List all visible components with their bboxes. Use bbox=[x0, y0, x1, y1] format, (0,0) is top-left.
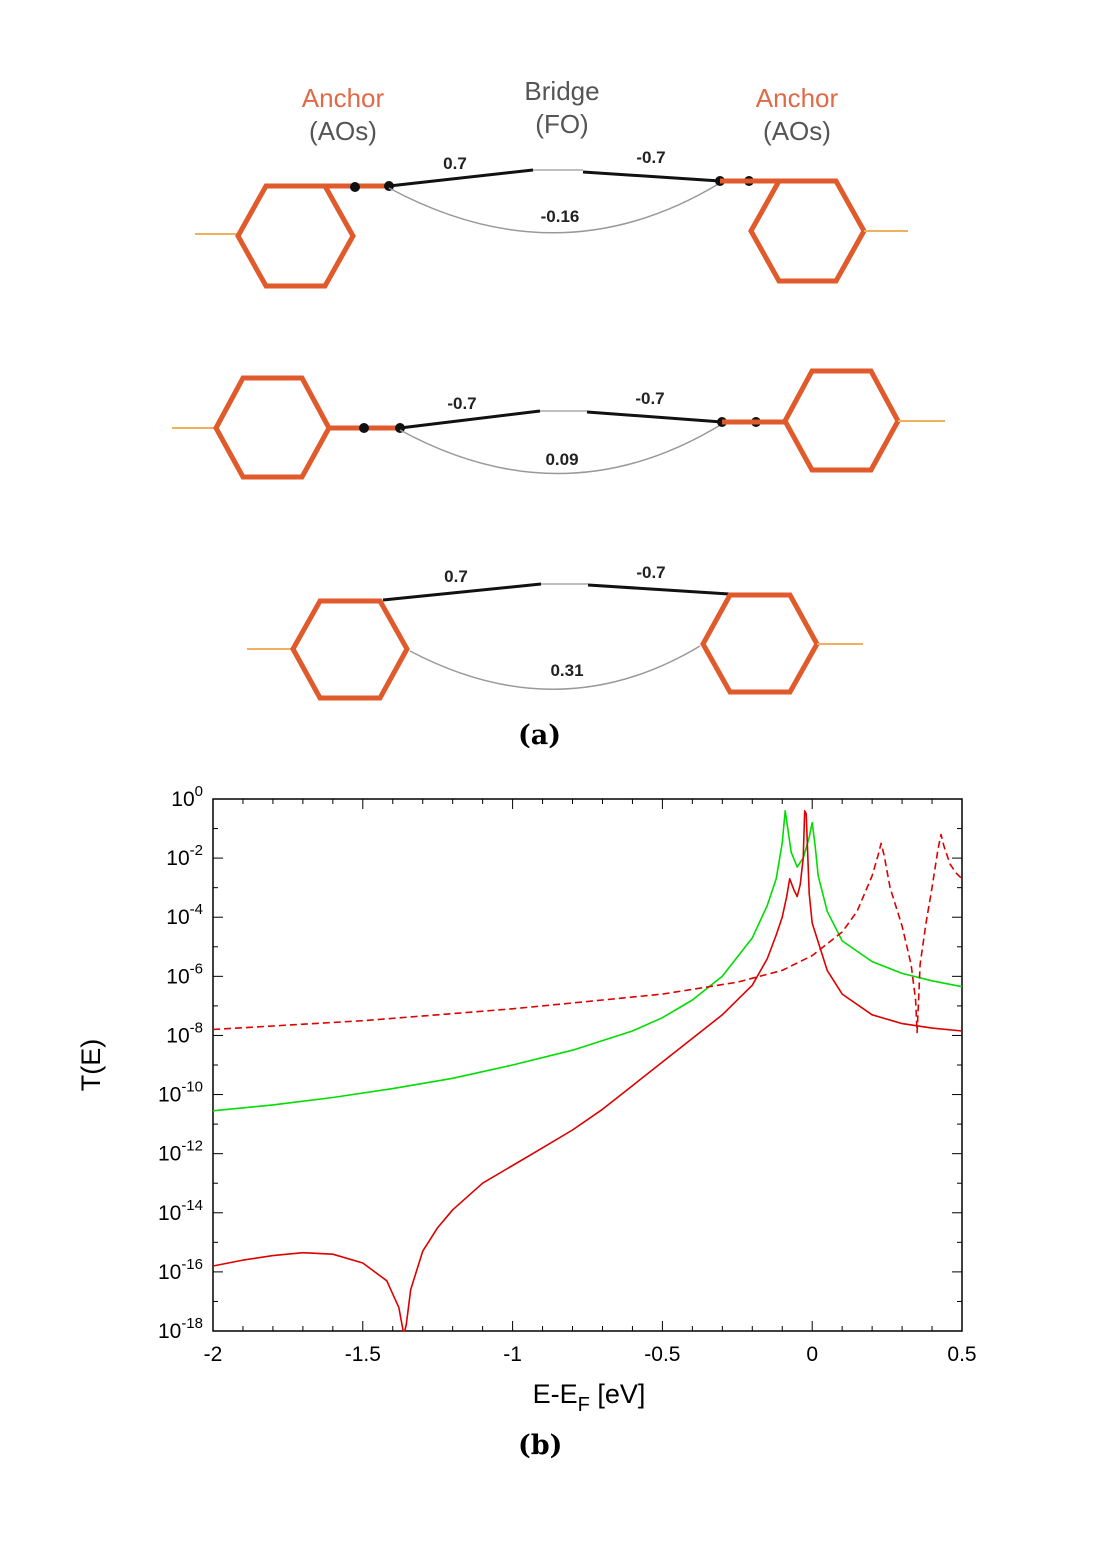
y-axis-label: T(E) bbox=[76, 1039, 106, 1091]
right-coupling-line bbox=[586, 410, 723, 424]
left-coupling-value: -0.7 bbox=[447, 394, 476, 413]
y-tick-base: 10 bbox=[166, 1024, 189, 1047]
through-coupling-value: 0.09 bbox=[545, 450, 578, 469]
through-space-arc bbox=[409, 645, 701, 690]
y-tick-label: 10-14 bbox=[158, 1197, 203, 1225]
bridge-label: Bridge bbox=[524, 76, 599, 106]
x-axis-label-sub: F bbox=[578, 1394, 590, 1416]
x-axis-label-main: E-E bbox=[533, 1379, 578, 1409]
x-tick-label: -1 bbox=[503, 1343, 522, 1366]
right-benzene-ring bbox=[700, 592, 820, 695]
x-axis-label: E-EF [eV] bbox=[533, 1379, 646, 1416]
through-space-arc bbox=[388, 182, 721, 234]
y-tick-base: 10 bbox=[166, 906, 189, 929]
schematic-row-2: -0.7 -0.7 0.09 bbox=[172, 368, 945, 480]
y-tick-exponent: -14 bbox=[181, 1197, 203, 1214]
schematic-row-3: 0.7 -0.7 0.31 bbox=[247, 563, 863, 701]
y-tick-base: 10 bbox=[158, 1320, 181, 1343]
left-coupling-line bbox=[388, 168, 534, 188]
y-tick-exponent: -2 bbox=[190, 842, 203, 859]
right-coupling-value: -0.7 bbox=[635, 389, 664, 408]
coupling-schematic: Anchor (AOs) Bridge (FO) Anchor (AOs) 0.… bbox=[172, 76, 945, 701]
y-tick-label: 10-8 bbox=[166, 1019, 203, 1047]
left-coupling-value: 0.7 bbox=[444, 567, 468, 586]
y-tick-label: 10-16 bbox=[158, 1256, 203, 1284]
y-tick-base: 10 bbox=[171, 788, 194, 811]
y-tick-base: 10 bbox=[158, 1261, 181, 1284]
right-benzene-ring bbox=[782, 368, 901, 473]
y-tick-exponent: 0 bbox=[195, 783, 203, 800]
y-tick-exponent: -16 bbox=[181, 1256, 203, 1273]
left-benzene-ring bbox=[235, 183, 356, 289]
y-tick-exponent: -6 bbox=[190, 960, 203, 977]
left-coupling-line bbox=[399, 409, 541, 430]
through-space-arc bbox=[399, 423, 723, 475]
left-coupling-line bbox=[382, 582, 542, 602]
x-tick-label: 0 bbox=[806, 1343, 818, 1366]
y-tick-exponent: -4 bbox=[190, 901, 203, 918]
panel-a-caption: (a) bbox=[518, 720, 562, 751]
y-tick-base: 10 bbox=[158, 1084, 181, 1107]
y-tick-label: 10-6 bbox=[166, 960, 203, 988]
x-tick-label: -2 bbox=[204, 1343, 223, 1366]
y-tick-exponent: -8 bbox=[190, 1019, 203, 1036]
right-coupling-value: -0.7 bbox=[636, 148, 665, 167]
plot-frame bbox=[212, 798, 963, 1332]
right-anchor-sublabel: (AOs) bbox=[763, 116, 831, 146]
y-tick-base: 10 bbox=[158, 1143, 181, 1166]
panel-b-caption: (b) bbox=[518, 1430, 563, 1461]
bridge-sublabel: (FO) bbox=[535, 109, 588, 139]
through-coupling-value: 0.31 bbox=[550, 661, 583, 680]
y-tick-label: 100 bbox=[171, 783, 203, 811]
left-coupling-value: 0.7 bbox=[443, 154, 467, 173]
x-tick-label: -0.5 bbox=[644, 1343, 680, 1366]
y-tick-exponent: -12 bbox=[181, 1138, 203, 1155]
y-tick-label: 10-12 bbox=[158, 1138, 203, 1166]
y-tick-base: 10 bbox=[166, 847, 189, 870]
right-coupling-line bbox=[587, 583, 730, 596]
red-solid-series-line bbox=[212, 810, 963, 1332]
y-tick-label: 10-18 bbox=[158, 1315, 203, 1343]
green-solid-series-line bbox=[212, 810, 963, 1112]
y-tick-label: 10-2 bbox=[166, 842, 203, 870]
left-benzene-ring bbox=[213, 375, 332, 480]
atom-dot bbox=[359, 423, 369, 433]
left-anchor-label: Anchor bbox=[302, 83, 385, 113]
y-tick-exponent: -18 bbox=[181, 1315, 203, 1332]
right-coupling-line bbox=[582, 170, 721, 183]
left-anchor-sublabel: (AOs) bbox=[309, 116, 377, 146]
atom-dot bbox=[350, 182, 360, 192]
y-tick-label: 10-4 bbox=[166, 901, 203, 929]
right-benzene-ring bbox=[748, 178, 867, 284]
right-coupling-value: -0.7 bbox=[636, 563, 665, 582]
left-benzene-ring bbox=[290, 598, 410, 701]
right-anchor-label: Anchor bbox=[756, 83, 839, 113]
red-dashed-series-line bbox=[212, 833, 963, 1034]
y-tick-exponent: -10 bbox=[181, 1079, 203, 1096]
x-tick-label: 0.5 bbox=[947, 1343, 976, 1366]
schematic-row-1: 0.7 -0.7 -0.16 bbox=[195, 148, 908, 289]
x-axis-label-unit: [eV] bbox=[590, 1379, 646, 1409]
through-coupling-value: -0.16 bbox=[541, 207, 580, 226]
y-tick-base: 10 bbox=[166, 965, 189, 988]
x-tick-label: -1.5 bbox=[345, 1343, 381, 1366]
y-tick-base: 10 bbox=[158, 1202, 181, 1225]
y-tick-label: 10-10 bbox=[158, 1079, 203, 1107]
